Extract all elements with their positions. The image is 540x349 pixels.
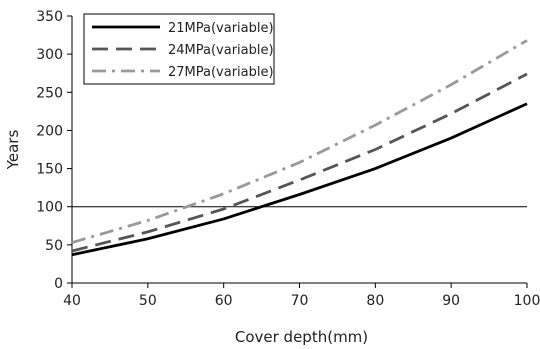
series-line-1 (71, 102, 528, 257)
x-tick-label: 40 (63, 293, 81, 309)
y-tick-label: 100 (36, 200, 63, 216)
y-tick-label: 350 (36, 9, 63, 25)
x-tick-label: 80 (366, 293, 384, 309)
x-tick-label: 90 (442, 293, 460, 309)
y-axis-title: Years (4, 130, 22, 171)
legend-label: 27MPa(variable) (168, 65, 274, 80)
y-tick-label: 250 (36, 85, 63, 101)
y-tick-label: 0 (54, 276, 63, 292)
tick-labels: 0 50 100 150 200 250 300 350 40 50 60 70 80 90 100 (36, 9, 540, 309)
x-tick-label: 60 (215, 293, 233, 309)
legend: 21MPa(variable) 24MPa(variable) 27MPa(vari… (83, 13, 275, 85)
legend-label: 21MPa(variable) (168, 21, 274, 36)
y-tick-label: 150 (36, 162, 63, 178)
y-tick-label: 300 (36, 47, 63, 63)
y-tick-label: 50 (45, 238, 63, 254)
series-line-2 (71, 72, 528, 253)
series-layer (71, 39, 528, 257)
axes (67, 15, 528, 288)
y-tick-label: 200 (36, 123, 63, 139)
x-tick-label: 50 (139, 293, 157, 309)
series-line-3 (71, 39, 528, 244)
x-axis-title: Cover depth(mm) (235, 328, 368, 346)
x-tick-label: 100 (514, 293, 540, 309)
legend-label: 24MPa(variable) (168, 43, 274, 58)
x-tick-label: 70 (291, 293, 309, 309)
